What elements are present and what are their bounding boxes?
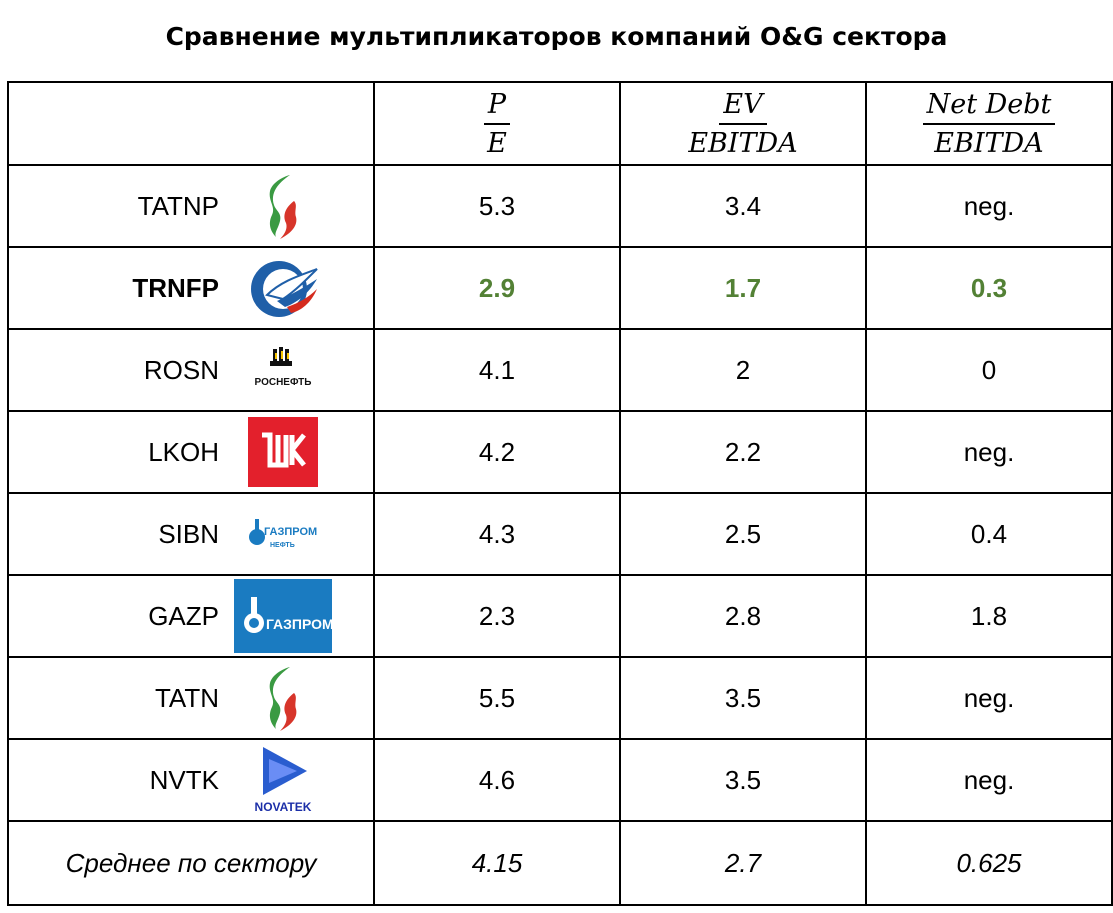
- ev-ebitda-value: 3.5: [619, 738, 867, 822]
- header-nd-den: EBITDA: [934, 127, 1044, 159]
- rosneft-logo: РОСНЕФТЬ: [231, 345, 335, 395]
- ev-ebitda-value: 2.2: [619, 410, 867, 494]
- average-label: Среднее по сектору: [7, 820, 375, 906]
- netdebt-ebitda-value: neg.: [865, 410, 1113, 494]
- ev-ebitda-value: 3.5: [619, 656, 867, 740]
- company-cell: SIBN ГАЗПРОМ НЕФТЬ: [7, 492, 375, 576]
- header-netdebt-ebitda: Net Debt EBITDA: [865, 81, 1113, 166]
- pe-value: 2.9: [373, 246, 621, 330]
- table-row: ROSN РОСНЕФТЬ 4.1 2 0: [7, 328, 1113, 412]
- pe-value: 4.6: [373, 738, 621, 822]
- svg-text:РОСНЕФТЬ: РОСНЕФТЬ: [255, 377, 312, 388]
- average-ev-ebitda: 2.7: [619, 820, 867, 906]
- average-row: Среднее по сектору 4.15 2.7 0.625: [7, 820, 1113, 906]
- average-pe: 4.15: [373, 820, 621, 906]
- ev-ebitda-value: 2: [619, 328, 867, 412]
- company-cell: ROSN РОСНЕФТЬ: [7, 328, 375, 412]
- ticker-label: ROSN: [143, 354, 219, 385]
- ticker-label: LKOH: [148, 436, 219, 467]
- gazpromneft-logo: ГАЗПРОМ НЕФТЬ: [231, 517, 335, 551]
- table-row: LKOH 4.2 2.2 neg.: [7, 410, 1113, 494]
- table-row: TATNP 5.3 3.4 neg.: [7, 164, 1113, 248]
- netdebt-ebitda-value: neg.: [865, 164, 1113, 248]
- header-empty-cell: [7, 81, 375, 166]
- netdebt-ebitda-value: neg.: [865, 656, 1113, 740]
- pe-value: 5.5: [373, 656, 621, 740]
- svg-text:NOVATEK: NOVATEK: [255, 800, 312, 814]
- novatek-logo: NOVATEK: [231, 745, 335, 815]
- company-cell: GAZP ГАЗПРОМ: [7, 574, 375, 658]
- pe-value: 4.3: [373, 492, 621, 576]
- header-ev-ebitda: EV EBITDA: [619, 81, 867, 166]
- ev-ebitda-value: 3.4: [619, 164, 867, 248]
- header-nd-num: Net Debt: [922, 89, 1056, 125]
- table-row: TATN 5.5 3.5 neg.: [7, 656, 1113, 740]
- ticker-label: TATNP: [137, 190, 219, 221]
- tatneft-logo: [231, 171, 335, 241]
- netdebt-ebitda-value: neg.: [865, 738, 1113, 822]
- netdebt-ebitda-value: 1.8: [865, 574, 1113, 658]
- pe-value: 5.3: [373, 164, 621, 248]
- transneft-logo: [231, 255, 335, 321]
- company-cell: LKOH: [7, 410, 375, 494]
- ticker-label: GAZP: [148, 600, 219, 631]
- ev-ebitda-value: 1.7: [619, 246, 867, 330]
- ticker-label: NVTK: [149, 764, 219, 795]
- netdebt-ebitda-value: 0.3: [865, 246, 1113, 330]
- average-netdebt-ebitda: 0.625: [865, 820, 1113, 906]
- table-row: SIBN ГАЗПРОМ НЕФТЬ 4.3 2.5 0.4: [7, 492, 1113, 576]
- ticker-label: SIBN: [158, 518, 219, 549]
- ev-ebitda-value: 2.8: [619, 574, 867, 658]
- svg-text:ГАЗПРОМ: ГАЗПРОМ: [266, 616, 332, 632]
- pe-value: 4.2: [373, 410, 621, 494]
- chart-title: Сравнение мультипликаторов компаний O&G …: [165, 22, 948, 51]
- ticker-label: TRNFP: [132, 272, 219, 303]
- pe-value: 4.1: [373, 328, 621, 412]
- gazprom-logo: ГАЗПРОМ: [231, 579, 335, 653]
- company-cell: TATN: [7, 656, 375, 740]
- table-row: GAZP ГАЗПРОМ 2.3 2.8 1.8: [7, 574, 1113, 658]
- header-ev-den: EBITDA: [688, 127, 798, 159]
- tatneft-logo: [231, 663, 335, 733]
- svg-text:ГАЗПРОМ: ГАЗПРОМ: [264, 526, 317, 538]
- lukoil-logo: [231, 417, 335, 487]
- header-ev-num: EV: [719, 89, 767, 125]
- header-pe-num: P: [483, 89, 511, 125]
- table-row: TRNFP 2.9 1.7 0.3: [7, 246, 1113, 330]
- company-cell: NVTK NOVATEK: [7, 738, 375, 822]
- company-cell: TATNP: [7, 164, 375, 248]
- netdebt-ebitda-value: 0: [865, 328, 1113, 412]
- ticker-label: TATN: [154, 682, 219, 713]
- pe-value: 2.3: [373, 574, 621, 658]
- table-row: NVTK NOVATEK 4.6 3.5 neg.: [7, 738, 1113, 822]
- ev-ebitda-value: 2.5: [619, 492, 867, 576]
- header-pe-den: E: [487, 127, 507, 159]
- svg-text:НЕФТЬ: НЕФТЬ: [270, 542, 295, 549]
- netdebt-ebitda-value: 0.4: [865, 492, 1113, 576]
- company-cell: TRNFP: [7, 246, 375, 330]
